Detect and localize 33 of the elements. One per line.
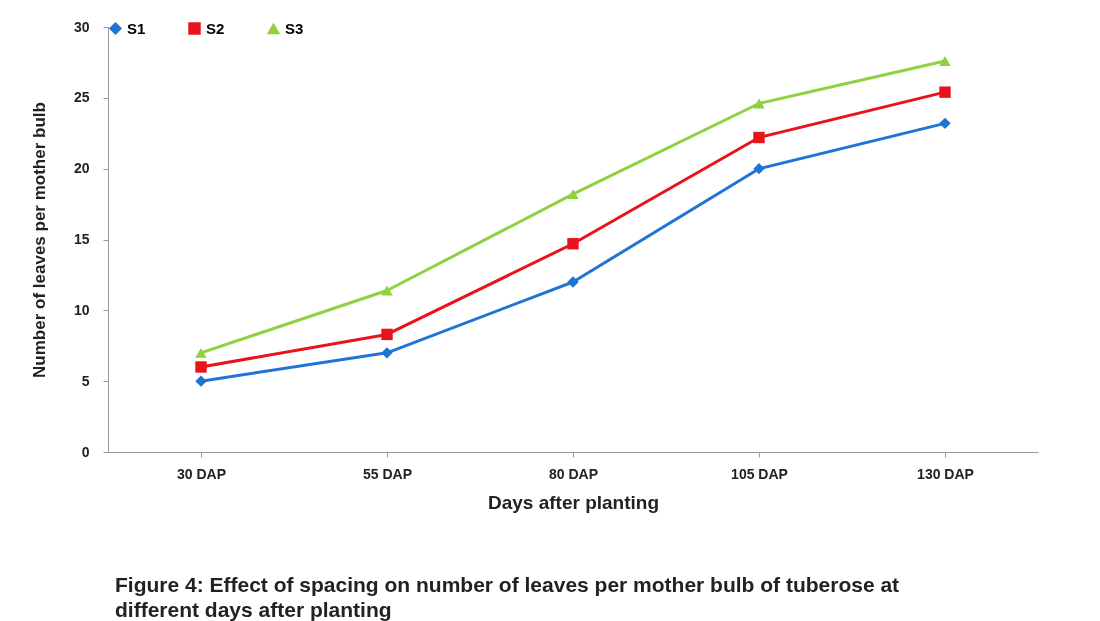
point <box>753 162 765 175</box>
x-tick-label: 80 DAP <box>548 465 599 482</box>
y-tick-label: 0 <box>81 443 90 460</box>
point <box>939 86 951 98</box>
y-tick-label: 10 <box>73 301 90 318</box>
x-tick-label: 55 DAP <box>362 465 413 482</box>
y-tick-label: 15 <box>73 231 90 247</box>
point <box>567 189 579 200</box>
point <box>381 285 393 296</box>
y-axis-title: Number of leaves per mother bulb <box>29 102 49 378</box>
x-tick-label: 105 DAP <box>731 465 788 482</box>
point <box>567 238 579 250</box>
point <box>195 375 207 387</box>
legend-label: S1 <box>127 19 146 37</box>
x-axis-title: Days after planting <box>487 491 660 513</box>
x-tick-label: 30 DAP <box>176 465 227 482</box>
legend-label: S2 <box>206 19 225 37</box>
point <box>195 361 207 373</box>
point <box>195 347 207 358</box>
point <box>567 276 579 288</box>
x-tick-label: 130 DAP <box>917 465 974 482</box>
y-tick-label: 20 <box>73 160 90 177</box>
point <box>381 328 393 341</box>
point <box>753 131 765 144</box>
caption: Figure 4: Effect of spacing on number of leaves per mother bulb of tuberose at different days after planting <box>115 572 901 621</box>
y-tick-label: 30 <box>73 18 90 35</box>
point <box>939 56 951 66</box>
point <box>753 98 765 109</box>
y-tick-label: 5 <box>81 372 90 389</box>
point <box>381 347 393 359</box>
y-tick-label: 25 <box>73 89 90 106</box>
legend-label: S3 <box>285 19 304 37</box>
point <box>939 117 951 130</box>
